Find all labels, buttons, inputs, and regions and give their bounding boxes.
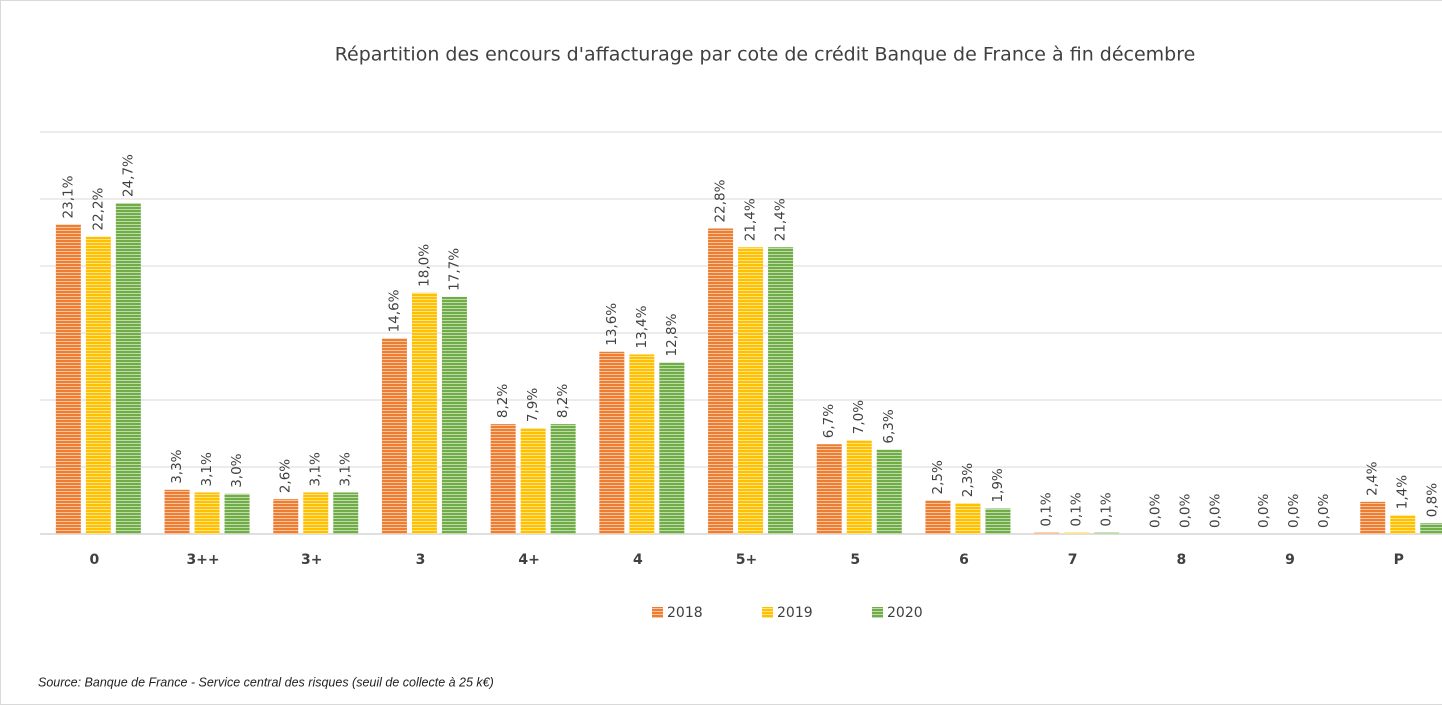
bar: [411, 292, 437, 534]
bar: [1064, 532, 1090, 534]
value-label: 0,0%: [1177, 494, 1193, 528]
value-label: 21,4%: [743, 198, 759, 241]
bar: [55, 224, 81, 534]
bar: [846, 440, 872, 534]
x-tick-label: 7: [1068, 552, 1078, 568]
value-label: 22,2%: [90, 187, 106, 230]
value-label: 3,3%: [169, 449, 185, 483]
bar: [876, 449, 902, 534]
value-label: 17,7%: [446, 248, 462, 291]
legend-swatch: [872, 607, 883, 618]
value-label: 24,7%: [120, 154, 136, 197]
value-label: 21,4%: [773, 198, 789, 241]
value-label: 0,0%: [1256, 494, 1272, 528]
value-label: 3,1%: [308, 452, 324, 486]
bar: [925, 500, 951, 534]
bar: [381, 338, 407, 534]
x-tick-label: 5+: [736, 552, 757, 568]
bar: [1390, 515, 1416, 534]
bar: [1034, 532, 1060, 534]
value-label: 0,0%: [1207, 494, 1223, 528]
bar: [490, 424, 516, 534]
value-label: 1,4%: [1395, 475, 1411, 509]
bar: [955, 503, 981, 534]
bar: [194, 492, 220, 534]
value-label: 0,1%: [1039, 492, 1055, 526]
value-label: 0,0%: [1147, 494, 1163, 528]
bar: [441, 296, 467, 534]
chart-title: Répartition des encours d'affacturage pa…: [335, 44, 1196, 66]
value-label: 3,1%: [199, 452, 215, 486]
bar: [303, 492, 329, 534]
bar: [164, 489, 190, 534]
value-label: 18,0%: [416, 244, 432, 287]
bar: [333, 492, 359, 534]
x-tick-label: 5: [850, 552, 860, 568]
value-label: 14,6%: [386, 289, 402, 332]
bar: [629, 354, 655, 534]
value-label: 7,0%: [851, 400, 867, 434]
value-label: 1,9%: [990, 468, 1006, 502]
bar: [85, 236, 111, 534]
x-tick-label: P: [1394, 552, 1404, 568]
bar: [599, 351, 625, 534]
bar: [738, 247, 764, 535]
x-tick-label: 8: [1176, 552, 1186, 568]
bar: [550, 424, 576, 534]
legend-label: 2018: [667, 605, 703, 621]
value-label: 3,1%: [338, 452, 354, 486]
x-tick-label: 3: [416, 552, 426, 568]
bar: [985, 508, 1011, 534]
legend-swatch: [652, 607, 663, 618]
value-label: 8,2%: [555, 384, 571, 418]
bar: [1094, 532, 1120, 534]
value-label: 2,4%: [1365, 461, 1381, 495]
x-tick-label: 0: [89, 552, 99, 568]
value-label: 12,8%: [664, 313, 680, 356]
x-tick-label: 9: [1285, 552, 1295, 568]
value-label: 2,3%: [960, 463, 976, 497]
value-label: 0,8%: [1425, 483, 1441, 517]
x-tick-label: 4+: [518, 552, 539, 568]
bar: [659, 362, 685, 534]
value-label: 13,4%: [634, 305, 650, 348]
bar: [1360, 501, 1386, 534]
bar: [520, 428, 546, 534]
bar: [224, 493, 250, 534]
value-label: 2,6%: [278, 459, 294, 493]
value-label: 22,8%: [713, 179, 729, 222]
value-label: 13,6%: [604, 303, 620, 346]
legend-swatch: [762, 607, 773, 618]
value-label: 8,2%: [495, 384, 511, 418]
bar: [273, 499, 299, 534]
value-label: 6,7%: [821, 404, 837, 438]
bar: [708, 228, 734, 535]
bar: [768, 247, 794, 535]
legend-label: 2019: [777, 605, 813, 621]
value-label: 3,0%: [229, 453, 245, 487]
x-tick-label: 3++: [186, 552, 219, 568]
value-label: 7,9%: [525, 388, 541, 422]
value-label: 0,1%: [1099, 492, 1115, 526]
value-label: 6,3%: [881, 409, 897, 443]
bar: [1420, 523, 1442, 534]
bar: [816, 444, 842, 534]
legend-label: 2020: [887, 605, 923, 621]
source-note: Source: Banque de France - Service centr…: [38, 675, 494, 689]
value-label: 23,1%: [60, 175, 76, 218]
x-tick-label: 3+: [301, 552, 322, 568]
x-tick-label: 6: [959, 552, 969, 568]
value-label: 2,5%: [930, 460, 946, 494]
value-label: 0,1%: [1069, 492, 1085, 526]
value-label: 0,0%: [1286, 494, 1302, 528]
x-tick-label: 4: [633, 552, 643, 568]
bar: [115, 203, 141, 534]
value-label: 0,0%: [1316, 494, 1332, 528]
